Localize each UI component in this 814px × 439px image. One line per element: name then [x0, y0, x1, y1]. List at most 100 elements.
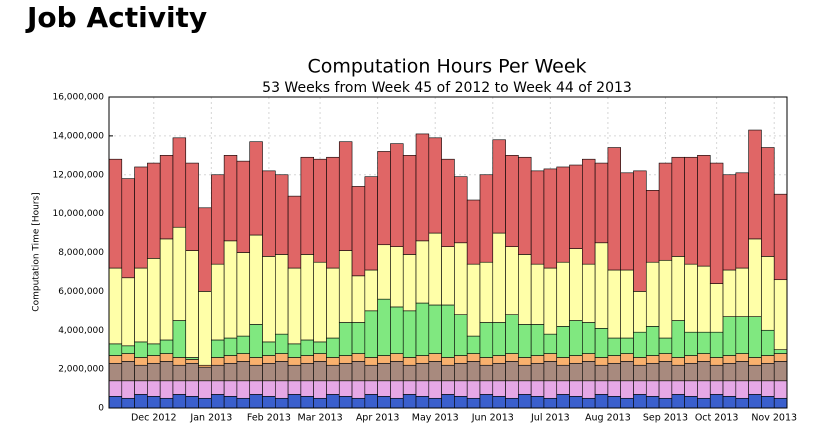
bar-segment — [761, 256, 775, 331]
bar-segment — [275, 361, 289, 382]
bar-segment — [773, 193, 788, 281]
bar-segment — [134, 166, 148, 269]
bar-segment — [121, 277, 135, 347]
bar-segment — [262, 170, 276, 257]
y-tick-label: 10,000,000 — [52, 209, 104, 219]
bar-segment — [338, 141, 353, 251]
bar-segment — [428, 304, 442, 354]
bar-segment — [569, 355, 583, 364]
bar-segment — [147, 396, 161, 409]
bar-segment — [735, 172, 749, 269]
bar-segment — [466, 397, 481, 409]
bar-segment — [684, 396, 698, 409]
bar-segment — [313, 261, 327, 343]
bar-segment — [262, 355, 276, 364]
bar-segment — [287, 343, 302, 358]
bar-segment — [223, 396, 238, 409]
bar-segment — [620, 380, 634, 399]
bar-segment — [543, 168, 558, 269]
bar-segment — [147, 258, 161, 345]
bar-segment — [262, 341, 276, 356]
bar-segment — [121, 361, 135, 382]
bar-segment — [377, 355, 391, 364]
bar-segment — [530, 362, 545, 382]
bar-segment — [684, 331, 698, 356]
bar-segment — [121, 178, 135, 279]
x-tick-label: Jul 2013 — [530, 413, 570, 424]
bar-segment — [428, 361, 442, 382]
bar-segment — [287, 195, 302, 269]
bar-segment — [709, 364, 724, 382]
bar-segment — [543, 333, 558, 354]
bar-segment — [543, 353, 558, 362]
y-tick-label: 12,000,000 — [52, 170, 104, 180]
bar-segment — [530, 263, 545, 325]
x-tick-label: Dec 2012 — [131, 413, 177, 424]
bar-segment — [236, 252, 251, 337]
bar-segment — [364, 269, 378, 312]
bar-segment — [594, 380, 609, 395]
bar-segment — [377, 362, 391, 382]
bar-segment — [390, 380, 404, 399]
bar-segment — [338, 355, 353, 364]
bar-segment — [722, 380, 737, 397]
bar-segment — [134, 357, 148, 366]
bar-segment — [185, 380, 199, 397]
bar-segment — [159, 361, 174, 382]
bar-segment — [415, 396, 430, 409]
bar-segment — [223, 155, 238, 242]
bar-segment — [415, 240, 430, 304]
bar-segment — [326, 156, 340, 269]
bar-segment — [147, 380, 161, 397]
bar-segment — [466, 361, 481, 382]
bar-segment — [441, 364, 455, 382]
bar-segment — [505, 397, 519, 409]
bar-segment — [697, 380, 711, 399]
bar-segment — [709, 380, 724, 395]
bar-segment — [287, 357, 302, 366]
bar-segment — [300, 362, 314, 382]
bar-segment — [108, 396, 123, 409]
bar-segment — [147, 362, 161, 382]
bar-segment — [479, 380, 494, 395]
bar-segment — [428, 353, 442, 362]
x-tick-label: Jun 2013 — [471, 413, 514, 424]
bar-segment — [211, 263, 225, 341]
bar-segment — [454, 176, 468, 244]
bar-segment — [569, 320, 583, 356]
x-tick-label: May 2013 — [412, 413, 459, 424]
bar-segment — [326, 364, 340, 382]
bar-segment — [761, 396, 775, 409]
bar-segment — [198, 207, 212, 292]
bar-segment — [275, 254, 289, 335]
bar-segment — [159, 238, 174, 341]
bar-segment — [684, 380, 698, 397]
bar-segment — [185, 362, 199, 382]
bar-segment — [466, 199, 481, 265]
bar-segment — [492, 355, 506, 364]
bar-segment — [697, 353, 711, 362]
bar-segment — [671, 364, 685, 382]
bar-segment — [620, 361, 634, 382]
bar-segment — [773, 349, 788, 354]
bar-segment — [198, 291, 212, 366]
bar-segment — [722, 362, 737, 382]
bar-segment — [748, 394, 762, 409]
bar-segment — [134, 341, 148, 358]
bar-segment — [300, 396, 314, 409]
bar-segment — [249, 364, 263, 382]
bar-segment — [108, 355, 123, 364]
bar-segment — [121, 345, 135, 354]
bar-segment — [402, 310, 417, 358]
bar-segment — [633, 291, 647, 333]
y-tick-label: 6,000,000 — [58, 287, 104, 297]
bar-segment — [313, 361, 327, 382]
bar-segment — [236, 335, 251, 354]
bar-segment — [748, 129, 762, 240]
bar-segment — [287, 380, 302, 395]
bar-segment — [338, 322, 353, 356]
bar-segment — [108, 380, 123, 397]
bar-segment — [249, 324, 263, 358]
bar-segment — [722, 269, 737, 317]
